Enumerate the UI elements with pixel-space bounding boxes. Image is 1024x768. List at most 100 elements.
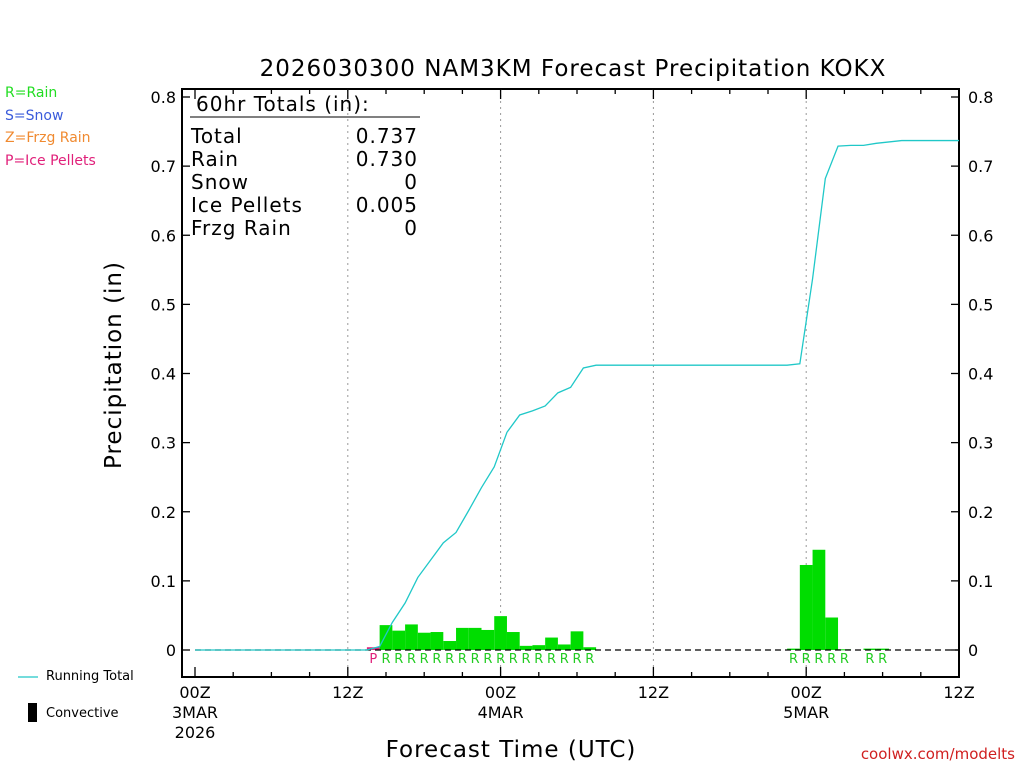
ptype-mark: R <box>534 652 543 667</box>
totals-box: 60hr Totals (in): Total 0.737 Rain 0.730 Sno… <box>190 92 420 240</box>
running-total-legend-label: Running Total <box>46 669 134 684</box>
ptype-legend: R=Rain S=Snow Z=Frzg Rain P=Ice Pellets <box>5 82 96 172</box>
credit-link[interactable]: coolwx.com/modelts <box>860 745 1015 763</box>
ptype-mark: R <box>789 652 798 667</box>
ptype-mark: R <box>840 652 849 667</box>
totals-row-label: Ice Pellets <box>191 193 303 217</box>
x-tick-year-label: 2026 <box>175 723 216 742</box>
ptype-mark: R <box>878 652 887 667</box>
precip-bar <box>443 641 457 650</box>
ptype-mark: R <box>381 652 390 667</box>
ptype-mark: R <box>483 652 492 667</box>
totals-row-label: Frzg Rain <box>191 216 292 240</box>
precip-bar <box>417 632 431 650</box>
ptype-mark: R <box>496 652 505 667</box>
y-tick-label-left: 0.5 <box>151 295 176 314</box>
x-axis-label: Forecast Time (UTC) <box>386 737 637 763</box>
y-tick-label-right: 0.7 <box>968 157 993 176</box>
y-tick-label-right: 0.5 <box>968 295 993 314</box>
convective-legend-label: Convective <box>46 706 119 721</box>
precip-bar <box>545 637 558 650</box>
ptype-mark: R <box>814 652 823 667</box>
ptype-mark: R <box>407 652 416 667</box>
y-tick-label-right: 0.8 <box>968 88 993 107</box>
y-tick-label-left: 0.7 <box>151 157 176 176</box>
ptype-mark: P <box>369 652 377 667</box>
x-tick-label: 00Z <box>485 683 516 702</box>
y-tick-label-right: 0.3 <box>968 434 993 453</box>
precip-bar <box>392 630 406 650</box>
precip-bar <box>876 648 889 650</box>
ptype-mark: R <box>471 652 480 667</box>
precip-bar <box>863 648 877 650</box>
y-tick-label-right: 0.1 <box>968 572 993 591</box>
precip-bar <box>583 647 597 650</box>
y-tick-label-right: 0.4 <box>968 365 993 384</box>
precip-bar <box>787 648 800 650</box>
plot-frame <box>181 88 960 678</box>
y-tick-label-left: 0.6 <box>151 226 176 245</box>
precip-bar <box>799 564 813 650</box>
ptype-mark: R <box>420 652 429 667</box>
ptype-mark: R <box>585 652 594 667</box>
precip-bar <box>481 629 495 650</box>
x-tick-date-label: 4MAR <box>478 703 524 722</box>
totals-row-label: Total <box>190 124 243 148</box>
x-tick-label: 12Z <box>332 683 363 702</box>
y-tick-label-left: 0.2 <box>151 503 176 522</box>
precip-bar <box>494 616 507 650</box>
precip-bar <box>456 627 469 650</box>
totals-row-value: 0 <box>404 216 418 240</box>
y-tick-label-left: 0 <box>166 641 176 660</box>
totals-row-label: Snow <box>191 170 249 194</box>
precip-bar <box>405 624 418 650</box>
y-tick-label-left: 0.3 <box>151 434 176 453</box>
x-tick-date-label: 3MAR <box>172 703 218 722</box>
running-total-line <box>195 139 959 651</box>
ptype-mark: R <box>445 652 454 667</box>
ptype-mark: R <box>560 652 569 667</box>
precip-bar <box>838 649 851 651</box>
ptype-legend-frzg-rain: Z=Frzg Rain <box>5 130 91 146</box>
precip-bar <box>812 549 826 650</box>
y-tick-label-right: 0.6 <box>968 226 993 245</box>
totals-header: 60hr Totals (in): <box>196 92 370 116</box>
ptype-mark: R <box>432 652 441 667</box>
x-tick-label: 00Z <box>179 683 210 702</box>
totals-row-value: 0.005 <box>356 193 418 217</box>
x-tick-label: 00Z <box>791 683 822 702</box>
precip-bar <box>825 617 839 650</box>
precip-bar <box>468 627 482 650</box>
totals-row-value: 0.737 <box>356 124 418 148</box>
totals-row-label: Rain <box>191 147 239 171</box>
totals-row-value: 0.730 <box>356 147 418 171</box>
totals-row-value: 0 <box>404 170 418 194</box>
ptype-legend-rain: R=Rain <box>5 85 58 101</box>
ptype-mark: R <box>802 652 811 667</box>
x-tick-label: 12Z <box>943 683 974 702</box>
chart-title: 2026030300 NAM3KM Forecast Precipitation… <box>260 56 887 82</box>
ptype-legend-snow: S=Snow <box>5 107 64 124</box>
convective-legend-swatch <box>28 703 37 722</box>
ptype-mark: R <box>522 652 531 667</box>
precip-bar <box>379 625 393 650</box>
ptype-legend-ice-pellets: P=Ice Pellets <box>5 152 96 169</box>
x-tick-date-label: 5MAR <box>783 703 829 722</box>
y-tick-label-left: 0.4 <box>151 365 176 384</box>
y-tick-label-right: 0 <box>968 641 978 660</box>
y-tick-label-left: 0.8 <box>151 88 176 107</box>
ptype-mark: R <box>394 652 403 667</box>
precip-bar <box>519 645 533 650</box>
y-tick-label-left: 0.1 <box>151 572 176 591</box>
precip-bar <box>570 631 584 650</box>
precip-bar <box>506 632 520 650</box>
precip-bar <box>430 632 444 650</box>
y-axis-label: Precipitation (in) <box>101 261 127 469</box>
y-tick-label-right: 0.2 <box>968 503 993 522</box>
ptype-mark: R <box>547 652 556 667</box>
ptype-mark: R <box>458 652 467 667</box>
ptype-mark: R <box>827 652 836 667</box>
ptype-mark: R <box>572 652 581 667</box>
x-tick-label: 12Z <box>638 683 669 702</box>
